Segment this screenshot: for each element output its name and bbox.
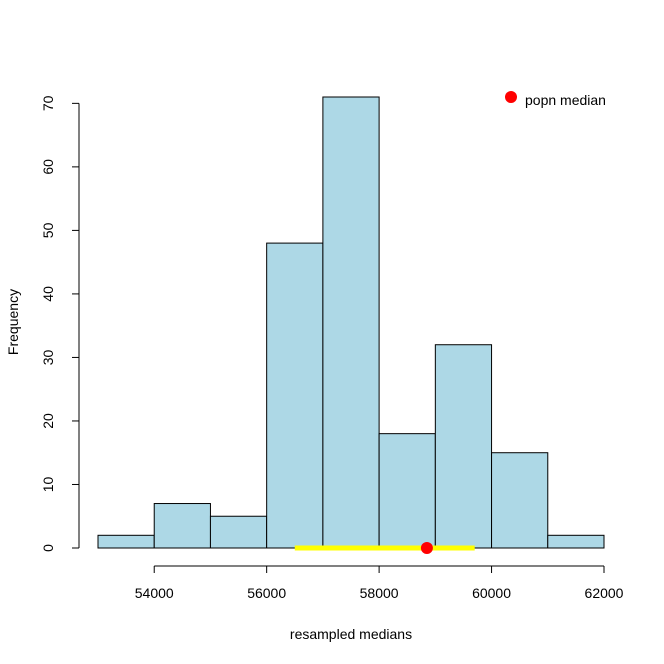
y-axis: 0 10 20 30 40 50 60 70 [40,95,80,552]
x-axis-title: resampled medians [290,626,412,642]
y-tick-label-20: 20 [40,413,56,429]
histogram-bar-1 [97,534,155,549]
y-tick-label-10: 10 [40,476,56,492]
legend-label: popn median [525,92,606,108]
histogram-bar-7 [434,344,493,549]
histogram-bar-5 [322,96,380,549]
legend: popn median [505,91,606,108]
y-tick-label-60: 60 [40,159,56,175]
x-axis: 54000 56000 58000 60000 62000 [135,565,624,601]
popn-median-point [420,542,433,554]
x-tick-label-60000: 60000 [472,585,511,601]
x-tick-label-54000: 54000 [135,585,174,601]
histogram-bar-8 [491,452,549,549]
histogram-bar-9 [547,534,605,549]
x-tick-label-58000: 58000 [360,585,399,601]
y-axis-title: Frequency [5,289,21,355]
y-tick-label-0: 0 [40,544,56,552]
x-tick-label-62000: 62000 [585,585,624,601]
histogram-bar-3 [209,515,268,549]
histogram-bar-4 [266,242,324,549]
y-tick-label-30: 30 [40,349,56,365]
interval-layer [294,542,475,554]
y-tick-label-50: 50 [40,222,56,238]
histogram-bar-2 [153,503,211,549]
y-tick-label-70: 70 [40,95,56,111]
histogram-bars [97,96,605,549]
x-tick-label-56000: 56000 [247,585,286,601]
legend-marker [505,91,517,103]
y-tick-label-40: 40 [40,286,56,302]
histogram-bar-6 [378,433,436,549]
